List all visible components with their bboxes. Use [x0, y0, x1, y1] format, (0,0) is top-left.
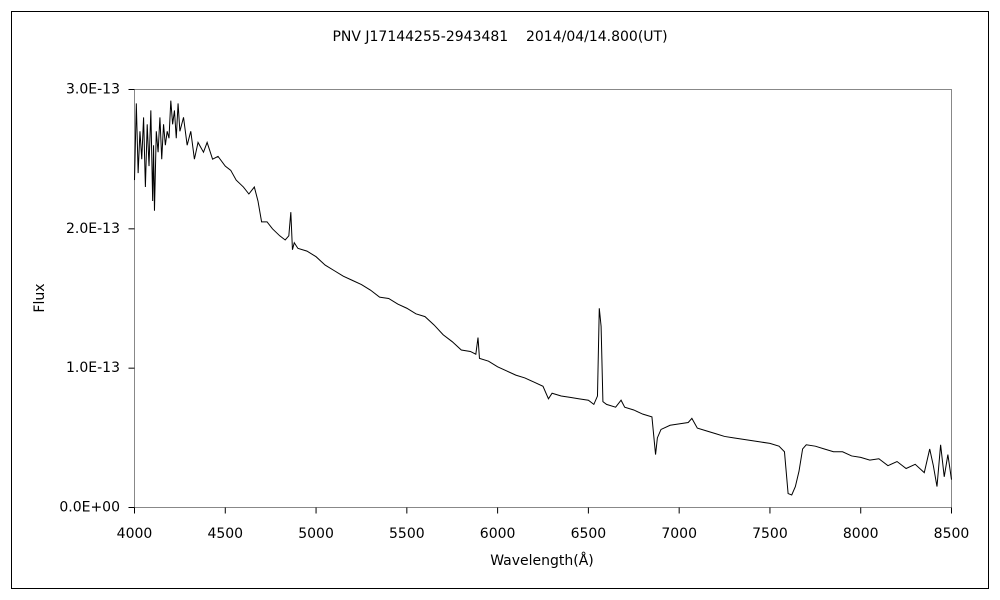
x-tick-label: 8500 [934, 526, 970, 542]
y-tick-label: 3.0E-13 [66, 82, 120, 98]
x-tick-label: 5000 [298, 526, 334, 542]
x-tick-label: 7000 [661, 526, 697, 542]
y-tick-label: 0.0E+00 [59, 500, 120, 516]
spectrum-line [134, 100, 952, 496]
x-tick-label: 6500 [571, 526, 607, 542]
plot-area [134, 89, 952, 508]
chart-title: PNV J17144255-2943481 2014/04/14.800(UT) [332, 29, 667, 45]
y-tick-label: 2.0E-13 [66, 221, 120, 237]
y-tick-label: 1.0E-13 [66, 360, 120, 376]
x-axis-title: Wavelength(Å) [490, 552, 594, 569]
x-tick-label: 6000 [480, 526, 516, 542]
x-tick-label: 5500 [389, 526, 425, 542]
x-tick-label: 7500 [752, 526, 788, 542]
x-tick-label: 4500 [207, 526, 243, 542]
x-tick-label: 4000 [117, 526, 153, 542]
x-tick-label: 8000 [843, 526, 879, 542]
y-axis-title: Flux [32, 283, 48, 312]
